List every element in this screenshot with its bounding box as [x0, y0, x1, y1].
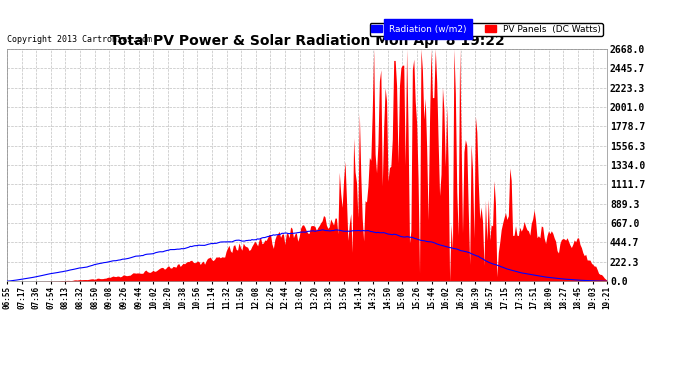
Legend: Radiation (w/m2), PV Panels  (DC Watts): Radiation (w/m2), PV Panels (DC Watts)	[370, 23, 602, 36]
Text: Copyright 2013 Cartronics.com: Copyright 2013 Cartronics.com	[7, 35, 152, 44]
Title: Total PV Power & Solar Radiation Mon Apr 8 19:22: Total PV Power & Solar Radiation Mon Apr…	[110, 34, 504, 48]
